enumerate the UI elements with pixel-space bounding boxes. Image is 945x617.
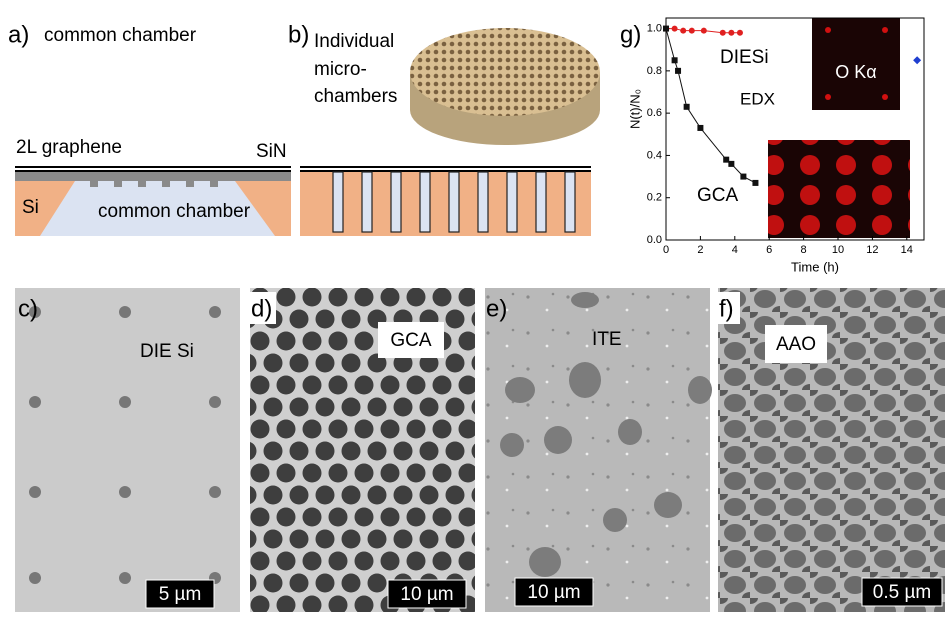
series-label: EDX <box>740 89 775 108</box>
inset-image <box>768 140 910 238</box>
inset-label: O Kα <box>835 62 876 82</box>
layer-label: Si <box>22 197 39 218</box>
panel-title: chambers <box>314 86 397 107</box>
marker <box>663 26 669 32</box>
panel-label: d) <box>251 295 272 322</box>
scale-label: 10 µm <box>400 584 453 605</box>
panel-label: f) <box>719 295 734 322</box>
panel-d: d) GCA 10 µm <box>250 288 475 612</box>
panel-label: e) <box>486 295 507 322</box>
panel-label: g) <box>620 21 641 48</box>
layer-label: 2L graphene <box>16 137 122 158</box>
x-tick-label: 0 <box>663 244 669 256</box>
graphene <box>15 170 291 172</box>
panel-name: ITE <box>592 329 622 350</box>
marker <box>684 104 690 110</box>
panel-label: b) <box>288 21 309 48</box>
panel-e: e) ITE 10 µm <box>485 288 712 612</box>
marker <box>680 28 686 34</box>
panel-g: g) O Kα 0.0 0.2 0.4 0.6 0.8 1.0 0 2 4 6 8 10 12 14 Tim… <box>620 18 924 274</box>
scale-label: 5 µm <box>159 584 202 605</box>
microchambers <box>333 172 575 232</box>
marker <box>728 161 734 167</box>
y-tick-label: 0.8 <box>647 65 662 77</box>
marker <box>740 174 746 180</box>
layer-label: common chamber <box>98 201 251 222</box>
panel-f: f) AAO 0.5 µm <box>718 288 945 612</box>
panel-a: a) common chamber 2L graphene SiN Si com… <box>8 21 291 236</box>
y-axis-label: N(t)/N₀ <box>627 89 642 129</box>
panel-title: micro- <box>314 59 367 80</box>
si-layer <box>300 172 591 236</box>
panel-c: c) DIE Si 5 µm <box>15 288 240 612</box>
panel-name: AAO <box>776 334 816 355</box>
y-tick-label: 0.0 <box>647 234 662 246</box>
x-tick-label: 2 <box>697 244 703 256</box>
marker <box>697 125 703 131</box>
panel-label: a) <box>8 21 29 48</box>
x-tick-label: 6 <box>766 244 772 256</box>
x-tick-label: 4 <box>732 244 738 256</box>
marker <box>913 56 921 64</box>
panel-title: Individual <box>314 31 394 52</box>
graphene <box>300 170 591 172</box>
marker <box>701 28 707 34</box>
panel-name: DIE Si <box>140 341 194 362</box>
marker <box>723 157 729 163</box>
panel-title: common chamber <box>44 25 197 46</box>
x-tick-label: 8 <box>801 244 807 256</box>
y-tick-label: 0.6 <box>647 107 662 119</box>
graphene <box>300 166 591 168</box>
sem-image <box>718 288 945 612</box>
sem-image <box>15 288 240 612</box>
x-tick-label: 10 <box>832 244 844 256</box>
sin-layer <box>15 172 291 181</box>
x-tick-label: 14 <box>901 244 913 256</box>
marker <box>737 30 743 36</box>
series-label: DIESi <box>720 47 769 68</box>
panel-name: GCA <box>390 330 432 351</box>
panel-b: b) Individual micro- chambers <box>288 21 600 236</box>
scale-label: 0.5 µm <box>873 582 931 603</box>
panel-label: c) <box>18 295 38 322</box>
series-label: GCA <box>697 185 739 206</box>
layer-label: SiN <box>256 141 287 162</box>
marker <box>720 30 726 36</box>
marker <box>672 57 678 63</box>
marker <box>689 28 695 34</box>
marker <box>672 26 678 32</box>
x-axis-label: Time (h) <box>791 259 839 274</box>
marker <box>728 30 734 36</box>
figure: a) common chamber 2L graphene SiN Si com… <box>0 0 945 612</box>
graphene <box>15 166 291 168</box>
marker <box>675 68 681 74</box>
marker <box>752 180 758 186</box>
y-tick-label: 0.4 <box>647 149 662 161</box>
y-tick-label: 0.2 <box>647 192 662 204</box>
y-tick-label: 1.0 <box>647 22 662 34</box>
scale-label: 10 µm <box>527 582 580 603</box>
cylinder-top <box>410 28 600 116</box>
x-tick-label: 12 <box>866 244 878 256</box>
